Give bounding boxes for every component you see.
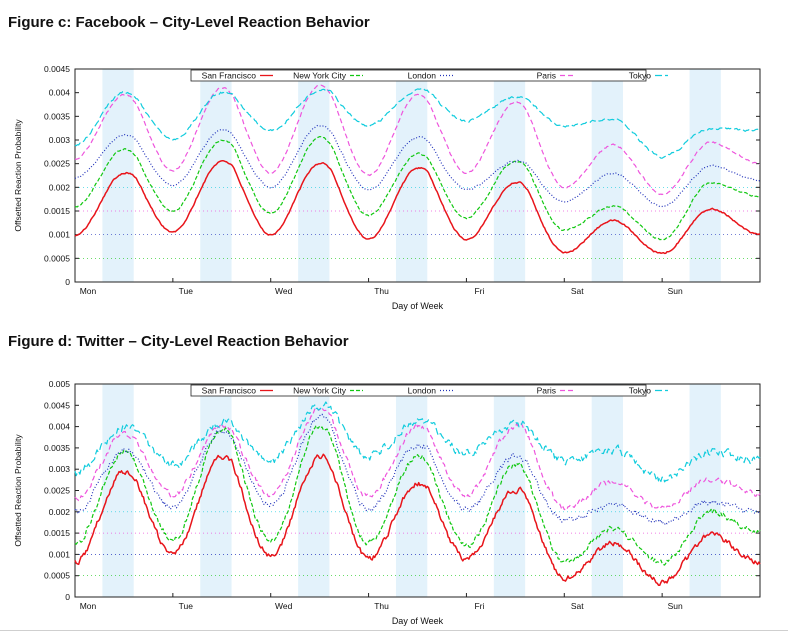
x-tick-label: Wed [275, 286, 293, 296]
daytime-band [591, 69, 623, 282]
daytime-band [200, 384, 232, 597]
y-tick-label: 0.005 [49, 379, 71, 389]
series-line-san-francisco [74, 159, 761, 255]
y-tick-label: 0.0035 [44, 111, 70, 121]
y-tick-label: 0 [65, 592, 70, 602]
y-tick-label: 0.0035 [44, 443, 70, 453]
legend-label: San Francisco [202, 386, 257, 396]
bottom-divider [0, 630, 788, 631]
legend-label: London [408, 71, 437, 81]
y-tick-label: 0.0005 [44, 253, 70, 263]
y-tick-label: 0.003 [49, 464, 71, 474]
daytime-band [591, 384, 623, 597]
series-line-tokyo [74, 401, 761, 483]
y-tick-label: 0.0015 [44, 528, 70, 538]
y-tick-label: 0.004 [49, 422, 71, 432]
y-tick-label: 0.0045 [44, 64, 70, 74]
daytime-band [395, 384, 428, 597]
legend-label: New York City [293, 71, 347, 81]
y-tick-label: 0.0025 [44, 486, 70, 496]
daytime-band [298, 384, 330, 597]
x-axis-label: Day of Week [392, 616, 444, 626]
legend-label: London [408, 386, 437, 396]
daytime-band [395, 69, 428, 282]
x-tick-label: Mon [80, 286, 97, 296]
y-tick-label: 0.001 [49, 230, 71, 240]
legend-box [190, 69, 647, 82]
series-line-paris [74, 406, 761, 511]
plot-frame [74, 68, 761, 283]
daytime-band [298, 69, 330, 282]
y-axis-label: Offsetted Reaction Probability [13, 434, 23, 547]
series-line-tokyo [74, 87, 761, 159]
series-line-san-francisco [74, 453, 761, 587]
y-tick-label: 0.004 [49, 88, 71, 98]
daytime-band [102, 384, 134, 597]
figure-d-title: Figure d: Twitter – City-Level Reaction … [8, 333, 349, 350]
y-tick-label: 0.0045 [44, 400, 70, 410]
x-tick-label: Sat [571, 601, 584, 611]
x-tick-label: Mon [80, 601, 97, 611]
x-tick-label: Sun [668, 286, 683, 296]
x-tick-label: Thu [374, 601, 389, 611]
series-line-new-york-city [74, 135, 761, 241]
x-tick-label: Tue [179, 601, 194, 611]
y-tick-label: 0.002 [49, 182, 71, 192]
y-tick-label: 0.0025 [44, 159, 70, 169]
series-line-paris [74, 84, 761, 196]
daytime-band [689, 384, 721, 597]
daytime-band [689, 69, 721, 282]
legend-label: Tokyo [629, 71, 651, 81]
figure-c-chart: 0 0.0005 0.001 0.0015 0.002 0.0025 0.003 0.0035… [13, 64, 761, 311]
daytime-band [493, 69, 526, 282]
y-tick-label: 0.002 [49, 507, 71, 517]
y-tick-label: 0 [65, 277, 70, 287]
legend-label: Paris [537, 386, 556, 396]
y-tick-label: 0.0015 [44, 206, 70, 216]
y-axis-label: Offsetted Reaction Probability [13, 119, 23, 232]
x-tick-label: Fri [474, 286, 484, 296]
y-tick-label: 0.001 [49, 549, 71, 559]
x-tick-label: Wed [275, 601, 293, 611]
legend-box [190, 384, 647, 397]
x-tick-label: Sat [571, 286, 584, 296]
x-axis-label: Day of Week [392, 301, 444, 311]
legend-label: Tokyo [629, 386, 651, 396]
legend-label: New York City [293, 386, 347, 396]
figure-d-chart: 0 0.0005 0.001 0.0015 0.002 0.0025 0.003 0.0035… [13, 379, 761, 626]
legend-label: Paris [537, 71, 556, 81]
y-tick-label: 0.0005 [44, 571, 70, 581]
legend-label: San Francisco [202, 71, 257, 81]
y-tick-label: 0.003 [49, 135, 71, 145]
x-tick-label: Sun [668, 601, 683, 611]
x-tick-label: Thu [374, 286, 389, 296]
daytime-band [493, 384, 526, 597]
daytime-band [200, 69, 232, 282]
figure-c-title: Figure c: Facebook – City-Level Reaction… [8, 14, 370, 31]
series-line-new-york-city [74, 424, 761, 566]
x-tick-label: Tue [179, 286, 194, 296]
x-tick-label: Fri [474, 601, 484, 611]
